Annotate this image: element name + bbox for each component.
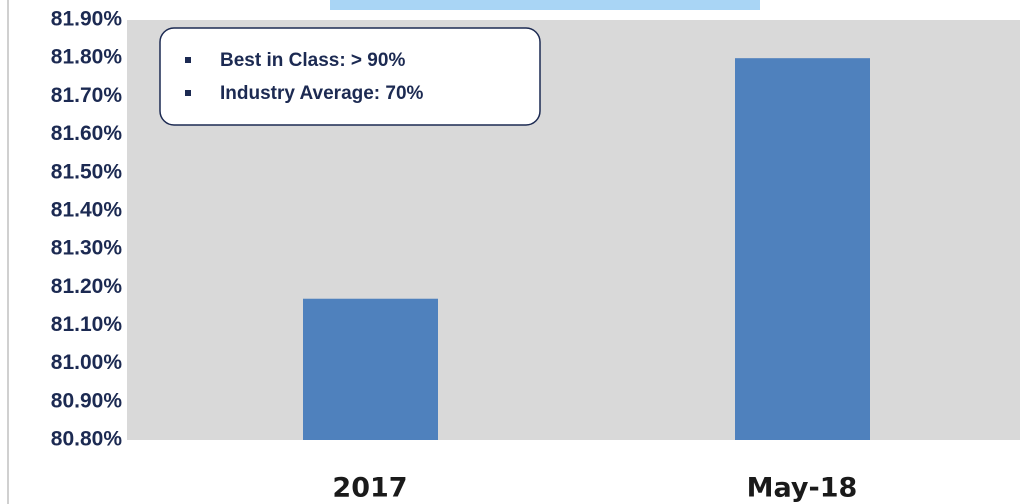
bullet xyxy=(185,90,191,96)
y-tick-label: 81.50% xyxy=(51,160,123,183)
bar xyxy=(735,58,870,440)
y-tick-label: 80.90% xyxy=(51,389,123,412)
annotation: Best in Class: > 90% xyxy=(220,50,405,71)
bullet xyxy=(185,57,191,63)
marks xyxy=(303,58,870,440)
y-tick-label: 81.60% xyxy=(51,122,123,145)
y-tick-label: 81.70% xyxy=(51,84,123,107)
y-tick-label: 80.80% xyxy=(51,428,123,451)
y-tick-label: 81.90% xyxy=(51,8,123,31)
title-box xyxy=(330,0,760,10)
annotation: Industry Average: 70% xyxy=(220,83,424,104)
annotation-box xyxy=(159,27,541,126)
y-tick-label: 81.30% xyxy=(51,237,123,260)
y-tick-label: 81.00% xyxy=(51,351,123,374)
y-tick-label: 81.40% xyxy=(51,198,123,221)
y-tick-label: 81.10% xyxy=(51,313,123,336)
y-tick-label: 81.80% xyxy=(51,46,123,69)
bar xyxy=(303,298,438,440)
x-tick-label: May-18 xyxy=(747,473,858,504)
y-tick-label: 81.20% xyxy=(51,275,123,298)
x-tick-label: 2017 xyxy=(332,473,407,504)
